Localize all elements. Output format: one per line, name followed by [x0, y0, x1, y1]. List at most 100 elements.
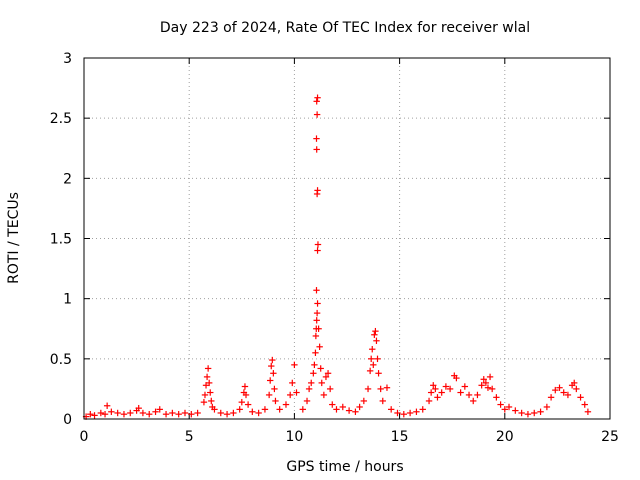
data-point [374, 355, 381, 363]
data-point [313, 317, 320, 324]
data-point [315, 325, 322, 332]
data-point [560, 389, 567, 396]
data-point [293, 389, 300, 396]
data-point [181, 409, 189, 417]
data-point [484, 384, 492, 391]
x-tick-label: 0 [80, 429, 89, 445]
data-point [375, 370, 382, 377]
data-point [217, 409, 224, 417]
grid-lines [84, 58, 610, 419]
data-point [314, 94, 321, 101]
data-point [387, 406, 395, 413]
data-point [223, 410, 231, 418]
data-point [316, 343, 323, 350]
data-point [114, 409, 121, 417]
data-point [211, 406, 218, 413]
data-point [406, 409, 414, 417]
data-point [564, 391, 572, 399]
data-point [303, 397, 311, 405]
data-point [289, 379, 296, 387]
y-tick-label: 1 [63, 292, 72, 308]
data-point [299, 406, 307, 413]
axis-ticks [83, 57, 611, 420]
data-point [360, 397, 368, 405]
y-tick-label: 0 [63, 412, 72, 428]
data-point [413, 408, 420, 415]
data-point [255, 409, 262, 417]
x-tick-labels: 0 5 10 15 20 25 [80, 429, 619, 445]
data-point [329, 401, 336, 408]
data-point [470, 397, 477, 405]
data-point [326, 385, 334, 393]
data-point [175, 410, 182, 418]
data-point [577, 394, 584, 401]
data-point [146, 410, 153, 418]
data-point [531, 409, 538, 417]
data-point [512, 407, 519, 414]
data-point [497, 401, 504, 408]
data-point [194, 409, 201, 417]
data-point [97, 409, 105, 417]
data-point [524, 410, 532, 418]
data-point [238, 398, 245, 406]
data-point [205, 379, 213, 387]
data-point [488, 385, 496, 393]
data-point [261, 406, 269, 413]
data-point [282, 401, 290, 408]
data-point [442, 383, 450, 390]
data-point [127, 409, 134, 417]
y-tick-label: 2.5 [50, 111, 72, 127]
data-point [313, 309, 321, 317]
data-point [156, 406, 163, 413]
data-point [518, 409, 525, 417]
data-point [120, 410, 128, 418]
data-point [547, 394, 555, 401]
x-tick-label: 15 [391, 429, 409, 445]
data-point [501, 406, 508, 413]
data-point [103, 402, 111, 409]
data-points [82, 94, 592, 420]
data-point [581, 401, 588, 408]
data-point [169, 409, 176, 417]
data-point [244, 401, 252, 408]
data-point [314, 187, 321, 194]
data-point [236, 406, 243, 413]
data-point [333, 406, 340, 413]
data-point [480, 376, 487, 383]
data-point [268, 362, 275, 370]
data-point [272, 397, 279, 405]
data-point [313, 287, 320, 294]
data-point [200, 398, 208, 406]
data-point [313, 111, 321, 118]
data-point [203, 373, 211, 381]
data-point [434, 394, 441, 401]
data-point [314, 300, 321, 307]
data-point [91, 412, 98, 419]
data-point [339, 403, 346, 411]
x-tick-label: 25 [601, 429, 619, 445]
y-axis-label: ROTI / TECUs [6, 192, 22, 284]
data-point [249, 408, 256, 415]
data-point [453, 374, 460, 382]
data-point [241, 383, 249, 390]
data-point [270, 370, 277, 377]
data-point [584, 408, 592, 415]
data-point [108, 408, 115, 415]
plot-frame [83, 57, 611, 420]
data-point [369, 346, 376, 353]
data-point [352, 408, 359, 415]
data-point [419, 406, 426, 413]
y-tick-label: 2 [63, 171, 72, 187]
data-point [324, 370, 332, 377]
data-point [482, 379, 490, 387]
data-point [208, 397, 215, 405]
data-point [313, 135, 320, 142]
data-point [265, 391, 273, 399]
data-point [101, 410, 109, 418]
data-point [552, 386, 559, 394]
x-tick-label: 20 [496, 429, 514, 445]
data-point [366, 367, 374, 375]
data-point [230, 409, 237, 417]
data-point [269, 356, 276, 364]
